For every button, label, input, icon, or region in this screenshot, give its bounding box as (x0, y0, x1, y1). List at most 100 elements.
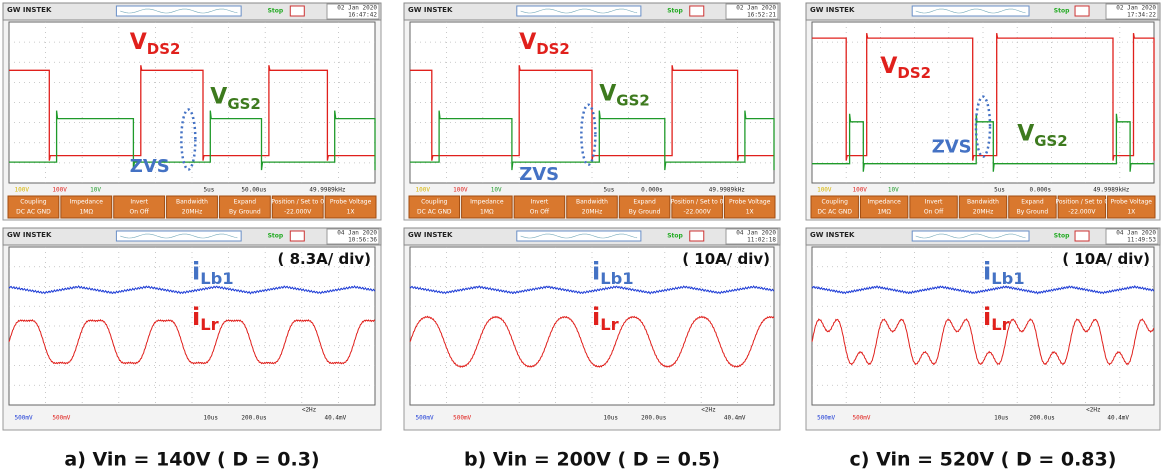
figure: GW INSTEKStop02 Jan 202016:47:42VDS2VGS2… (0, 0, 1163, 475)
time: 10:56:36 (348, 237, 377, 244)
menu-title: Expand (633, 199, 656, 206)
status-timebase: 10us (994, 415, 1009, 422)
trigger-box (912, 6, 1029, 16)
menu-value: On Off (129, 209, 149, 216)
vgs-label-sub: GS2 (1034, 131, 1067, 149)
ilr-label-main: i (592, 303, 600, 331)
trigger-icon (690, 6, 704, 16)
menu-value: 1X (347, 209, 355, 216)
zvs-label: ZVS (519, 164, 559, 185)
status-position: 200.0us (241, 415, 267, 422)
vds-label-main: V (519, 30, 536, 55)
status-position: 200.0us (641, 415, 667, 422)
date: 04 Jan 2020 (337, 230, 377, 237)
status-ch3: 10V (90, 187, 101, 194)
menu-title: Bandwidth (967, 199, 999, 206)
menu-title: Invert (130, 199, 148, 206)
brand: GW INSTEK (7, 6, 52, 14)
brand: GW INSTEK (810, 6, 855, 14)
menu-value: -22.000V (684, 209, 712, 216)
status-ch3: 10V (888, 187, 899, 194)
ilr-label-sub: Lr (991, 314, 1009, 333)
menu-value: 1X (1127, 209, 1135, 216)
vds-label-sub: DS2 (147, 40, 181, 58)
ilb-label-sub: Lb1 (600, 269, 633, 288)
time: 11:49:53 (1127, 237, 1156, 244)
ilr-label-sub: Lr (200, 314, 218, 333)
stop-status: Stop (268, 233, 284, 240)
menu-title: Bandwidth (176, 199, 208, 206)
menu-value: By Ground (1017, 209, 1049, 216)
menu-title: Coupling (822, 199, 849, 206)
vds-label-main: V (880, 54, 897, 79)
menu-value: By Ground (629, 209, 661, 216)
menu-value: By Ground (229, 209, 261, 216)
ilr-label-sub: Lr (600, 314, 618, 333)
brand: GW INSTEK (7, 231, 52, 239)
status-trigger: 40.4mV (724, 415, 746, 422)
brand: GW INSTEK (810, 231, 855, 239)
vds-label-sub: DS2 (897, 64, 931, 82)
menu-title: Position / Set to 0 (1055, 199, 1108, 206)
menu-title: Impedance (470, 199, 504, 206)
menu-title: Expand (234, 199, 257, 206)
date: 02 Jan 2020 (337, 5, 377, 12)
status-timebase: 5us (604, 187, 615, 194)
scale-label: ( 10A/ div) (682, 250, 770, 268)
menu-title: Bandwidth (576, 199, 608, 206)
status-position: 200.0us (1029, 415, 1055, 422)
status-ch2: 500mV (852, 415, 870, 422)
scale-label: ( 8.3A/ div) (278, 250, 371, 268)
caption: b) Vin = 200V ( D = 0.5) (464, 449, 720, 471)
ilr-label-main: i (192, 303, 200, 331)
status-position: 0.000s (1029, 187, 1051, 194)
status-trigger: 40.4mV (325, 415, 347, 422)
caption: a) Vin = 140V ( D = 0.3) (64, 449, 319, 471)
date: 04 Jan 2020 (736, 230, 776, 237)
menu-title: Position / Set to 0 (271, 199, 324, 206)
menu-title: Probe Voltage (729, 199, 771, 206)
status-ch3: 10V (491, 187, 502, 194)
trigger-icon (1075, 6, 1089, 16)
menu-title: Coupling (421, 199, 448, 206)
trigger-box (912, 231, 1029, 241)
menu-value: DC AC GND (16, 209, 51, 216)
status-freq: 49.9989kHz (309, 187, 346, 194)
vds-label-main: V (130, 30, 147, 55)
stop-status: Stop (667, 8, 683, 15)
status-ch2: 500mV (453, 415, 471, 422)
status-ch2: 100V (52, 187, 67, 194)
time: 16:52:21 (747, 12, 776, 19)
menu-value: 1X (746, 209, 754, 216)
trigger-icon (290, 231, 304, 241)
caption: c) Vin = 520V ( D = 0.83) (850, 449, 1117, 471)
ilr-label-main: i (983, 303, 991, 331)
trigger-box (517, 6, 641, 16)
menu-value: 1MΩ (480, 209, 494, 216)
vgs-label-sub: GS2 (616, 91, 649, 109)
menu-title: Invert (925, 199, 943, 206)
status-ch1: 100V (817, 187, 832, 194)
menu-value: 20MHz (182, 209, 202, 216)
menu-value: 20MHz (973, 209, 993, 216)
stop-status: Stop (268, 8, 284, 15)
vgs-label-sub: GS2 (227, 94, 260, 112)
trigger-box (517, 231, 641, 241)
status-timebase: 5us (204, 187, 215, 194)
menu-title: Coupling (20, 199, 47, 206)
vgs-label-main: V (1017, 122, 1034, 147)
date: 02 Jan 2020 (1116, 5, 1156, 12)
menu-value: On Off (924, 209, 944, 216)
status-ch1: 500mV (416, 415, 434, 422)
status-ch1: 100V (15, 187, 30, 194)
status-ch1: 500mV (15, 415, 33, 422)
status-position: 50.00us (241, 187, 267, 194)
stop-status: Stop (1054, 233, 1070, 240)
status-freq: 49.9989kHz (1093, 187, 1130, 194)
menu-title: Impedance (70, 199, 104, 206)
menu-value: On Off (530, 209, 550, 216)
status-timebase: 10us (604, 415, 619, 422)
ilb-label-sub: Lb1 (991, 269, 1024, 288)
trigger-icon (290, 6, 304, 16)
status-ch1: 500mV (817, 415, 835, 422)
